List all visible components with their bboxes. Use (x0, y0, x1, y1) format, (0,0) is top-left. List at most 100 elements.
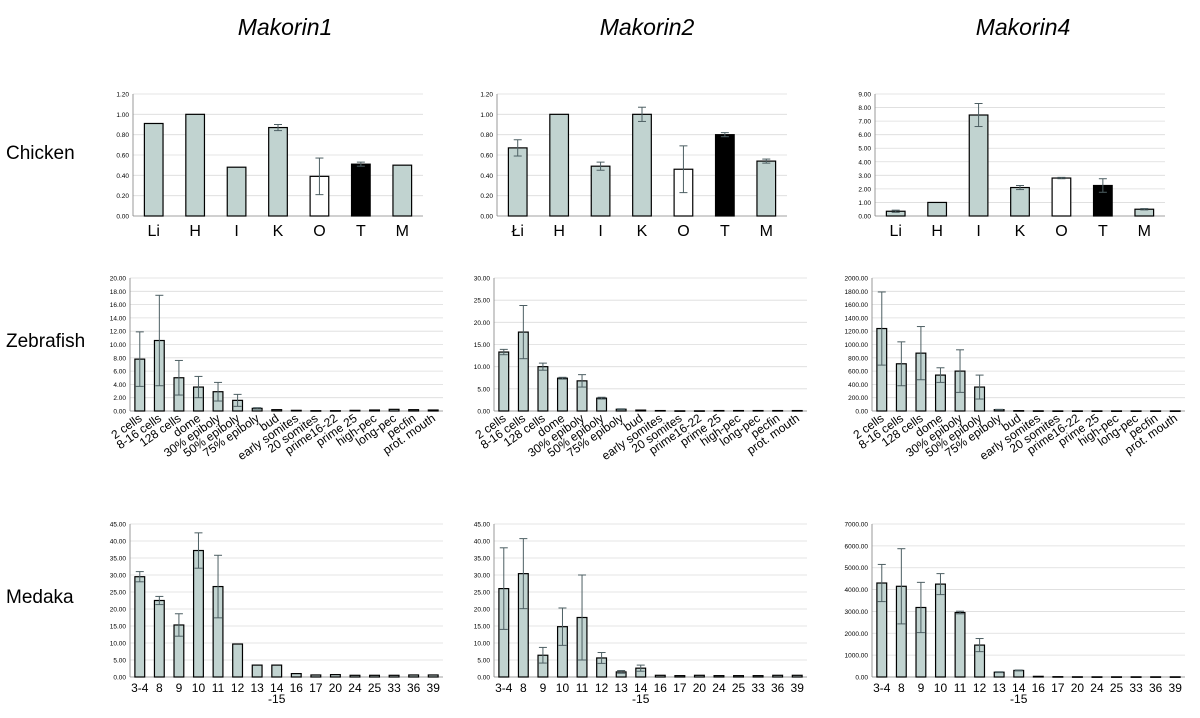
bar (1111, 410, 1123, 412)
y-tick-label: 0.60 (116, 153, 129, 160)
bar (507, 147, 528, 217)
bar (185, 113, 206, 217)
y-tick-label: 4000.00 (845, 587, 869, 594)
x-tick-label: Li (147, 223, 159, 240)
y-tick-label: 1.20 (116, 92, 129, 99)
y-tick-label: 20.00 (474, 320, 491, 327)
y-tick-label: 2000.00 (845, 631, 869, 638)
y-tick-label: 1.00 (116, 112, 129, 119)
y-tick-label: 4.00 (858, 159, 871, 166)
x-tick-label: 20 (693, 681, 707, 695)
column-title-makorin4: Makorin4 (975, 14, 1071, 40)
bar (772, 674, 784, 678)
bar (251, 664, 263, 678)
bar (1013, 410, 1025, 412)
bar (713, 675, 725, 678)
bar (349, 409, 361, 412)
bar (1091, 410, 1103, 412)
y-tick-label: 0.00 (480, 214, 493, 221)
y-tick-label: 8.00 (113, 355, 126, 362)
x-tick-label: 8 (156, 681, 163, 695)
x-tick-label: -15 (632, 692, 650, 706)
y-tick-label: 10.00 (110, 342, 127, 349)
row-label-zebrafish: Zebrafish (6, 331, 86, 352)
y-tick-label: 0.00 (116, 214, 129, 221)
chart-chicken-makorin4: 0.00 1.00 2.00 3.00 4.00 5.00 6.00 7.00 8.00 9.00… (858, 92, 1165, 240)
x-tick-label: 14 (1012, 681, 1026, 695)
x-tick-label: T (1098, 223, 1108, 240)
x-tick-label: O (677, 223, 689, 240)
x-tick-label: 13 (250, 681, 264, 695)
x-tick-label: 16 (654, 681, 668, 695)
x-tick-label: I (598, 223, 602, 240)
bar (632, 113, 652, 217)
bar (934, 583, 946, 678)
bar (1051, 177, 1072, 217)
bar (791, 674, 803, 678)
x-tick-label: O (1055, 223, 1067, 240)
x-tick-label: 20 (1071, 681, 1085, 695)
bar (1071, 676, 1083, 678)
bar (713, 409, 725, 412)
x-tick-label: 8 (520, 681, 527, 695)
bar (674, 675, 686, 678)
y-tick-label: 1.00 (858, 200, 871, 207)
y-tick-label: 1400.00 (845, 315, 869, 322)
x-tick-label: 33 (1129, 681, 1143, 695)
x-tick-label: 10 (934, 681, 948, 695)
y-tick-label: 20.00 (474, 607, 491, 614)
bar (268, 126, 288, 217)
y-tick-label: 0.00 (477, 675, 490, 682)
x-tick-label: 17 (1051, 681, 1065, 695)
y-tick-label: 5.00 (113, 658, 126, 665)
y-tick-label: 0.40 (116, 173, 129, 180)
y-tick-label: 1000.00 (845, 342, 869, 349)
x-tick-label: 17 (673, 681, 687, 695)
y-tick-label: 0.40 (480, 173, 493, 180)
x-tick-label: K (273, 223, 284, 240)
y-tick-label: 18.00 (110, 289, 127, 296)
bar (1091, 676, 1103, 678)
bar (498, 351, 510, 412)
x-tick-label: 39 (791, 681, 805, 695)
x-tick-label: 24 (1090, 681, 1104, 695)
x-tick-label: M (1138, 223, 1151, 240)
y-tick-label: 45.00 (474, 522, 491, 529)
x-tick-label: O (313, 223, 325, 240)
bar (590, 165, 611, 217)
bar (134, 576, 146, 678)
bar (772, 409, 784, 412)
bar (752, 675, 764, 678)
x-tick-label: H (189, 223, 201, 240)
bar (733, 409, 745, 412)
y-tick-label: 6.00 (113, 369, 126, 376)
y-tick-label: 15.00 (110, 624, 127, 631)
bar (1052, 410, 1064, 412)
x-tick-label: 36 (1149, 681, 1163, 695)
bar (1130, 676, 1142, 678)
bar (596, 397, 608, 412)
y-tick-label: 15.00 (474, 342, 491, 349)
y-tick-label: 1000.00 (845, 653, 869, 660)
bar (408, 674, 420, 678)
bar (329, 410, 341, 412)
x-tick-label: 33 (751, 681, 765, 695)
y-tick-label: 0.80 (116, 132, 129, 139)
y-tick-label: 7.00 (858, 119, 871, 126)
x-tick-label: T (720, 223, 730, 240)
chart-medaka-makorin4: 0.00 1000.00 2000.00 3000.00 4000.00 5000.00 6… (845, 522, 1185, 706)
x-tick-label: Li (889, 223, 901, 240)
x-tick-label: 3-4 (495, 681, 513, 695)
y-tick-label: 10.00 (474, 364, 491, 371)
y-tick-label: 25.00 (110, 590, 127, 597)
x-tick-label: 20 (329, 681, 343, 695)
x-tick-label: Łi (511, 223, 523, 240)
bar (1169, 410, 1181, 412)
y-tick-label: 3000.00 (845, 609, 869, 616)
chart-zebrafish-makorin1: 0.00 2.00 4.00 6.00 8.00 10.00 12.00 14.00 16.00… (109, 276, 443, 463)
x-tick-label: 9 (918, 681, 925, 695)
bar (388, 674, 400, 678)
x-tick-label: 24 (348, 681, 362, 695)
bar (290, 672, 302, 678)
x-tick-label: 12 (973, 681, 987, 695)
